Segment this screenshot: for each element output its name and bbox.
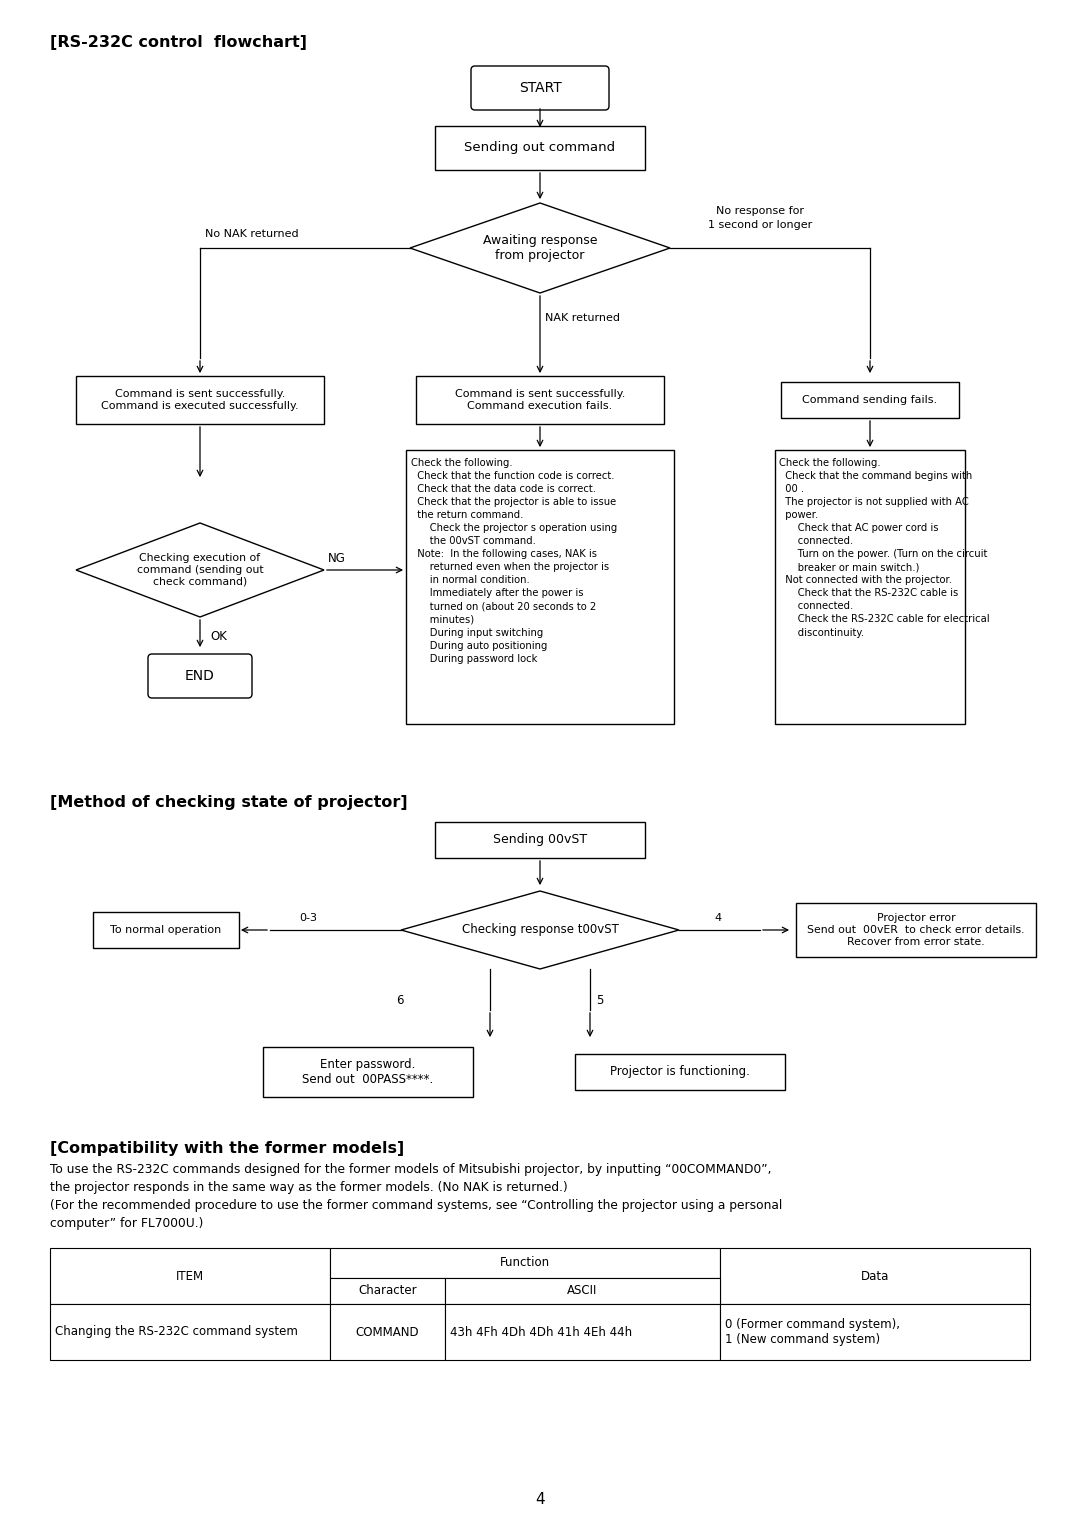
Bar [435,125,645,170]
Bar [76,376,324,423]
Text: Projector is functioning.: Projector is functioning. [610,1065,750,1079]
FancyBboxPatch shape [148,654,252,698]
Text: 43h 4Fh 4Dh 4Dh 41h 4Eh 44h: 43h 4Fh 4Dh 4Dh 41h 4Eh 44h [450,1325,632,1339]
Text: the projector responds in the same way as the former models. (No NAK is returned: the projector responds in the same way a… [50,1181,568,1195]
Bar [93,912,239,947]
Text: No NAK returned: No NAK returned [205,229,299,238]
Text: Sending out command: Sending out command [464,142,616,154]
Text: To use the RS-232C commands designed for the former models of Mitsubishi project: To use the RS-232C commands designed for… [50,1163,771,1177]
Text: 4: 4 [715,914,721,923]
Bar [720,1248,1030,1303]
Text: Projector error
Send out  00vER  to check error details.
Recover from error stat: Projector error Send out 00vER to check … [807,914,1025,947]
Text: [Method of checking state of projector]: [Method of checking state of projector] [50,795,407,810]
Text: Command is sent successfully.
Command is executed successfully.: Command is sent successfully. Command is… [102,390,299,411]
Text: Changing the RS-232C command system: Changing the RS-232C command system [55,1325,298,1339]
Bar [575,1054,785,1089]
Text: To normal operation: To normal operation [110,924,221,935]
Bar [720,1303,1030,1360]
Bar [264,1047,473,1097]
Text: Command is sent successfully.
Command execution fails.: Command is sent successfully. Command ex… [455,390,625,411]
Text: END: END [185,669,215,683]
Text: Data: Data [861,1270,889,1282]
Text: (For the recommended procedure to use the former command systems, see “Controlli: (For the recommended procedure to use th… [50,1199,782,1213]
FancyBboxPatch shape [471,66,609,110]
Bar [406,451,674,724]
Text: START: START [518,81,562,95]
Text: 4: 4 [536,1493,544,1508]
Polygon shape [76,523,324,617]
Bar [330,1277,445,1303]
Text: 0-3: 0-3 [299,914,318,923]
Polygon shape [410,203,670,293]
Bar [330,1248,720,1277]
Bar [445,1277,720,1303]
Text: [RS-232C control  flowchart]: [RS-232C control flowchart] [50,35,307,49]
Bar [796,903,1036,957]
Text: ASCII: ASCII [567,1285,597,1297]
Text: ITEM: ITEM [176,1270,204,1282]
Text: [Compatibility with the former models]: [Compatibility with the former models] [50,1140,404,1155]
Text: OK: OK [210,630,227,642]
Text: Function: Function [500,1256,550,1270]
Bar [781,382,959,419]
Bar [435,822,645,859]
Text: computer” for FL7000U.): computer” for FL7000U.) [50,1218,203,1230]
Bar [50,1248,330,1303]
Text: Command sending fails.: Command sending fails. [802,396,937,405]
Text: COMMAND: COMMAND [355,1325,419,1339]
Bar [775,451,966,724]
Text: 5: 5 [596,993,604,1007]
Text: Check the following.
  Check that the command begins with
  00 .
  The projector: Check the following. Check that the comm… [779,458,989,637]
Text: Enter password.
Send out  00PASS****.: Enter password. Send out 00PASS****. [302,1057,434,1086]
Text: NG: NG [328,552,346,564]
Text: No response for
1 second or longer: No response for 1 second or longer [707,206,812,229]
Bar [416,376,664,423]
Text: 6: 6 [396,993,404,1007]
Polygon shape [401,891,679,969]
Text: NAK returned: NAK returned [545,313,620,322]
Text: 0 (Former command system),
1 (New command system): 0 (Former command system), 1 (New comman… [725,1319,900,1346]
Bar [445,1303,720,1360]
Bar [50,1303,330,1360]
Text: Checking response t00vST: Checking response t00vST [461,923,619,937]
Text: Awaiting response
from projector: Awaiting response from projector [483,234,597,261]
Text: Check the following.
  Check that the function code is correct.
  Check that the: Check the following. Check that the func… [411,458,618,663]
Text: Checking execution of
command (sending out
check command): Checking execution of command (sending o… [137,553,264,587]
Text: Character: Character [359,1285,417,1297]
Text: Sending 00vST: Sending 00vST [492,833,588,847]
Bar [330,1303,445,1360]
